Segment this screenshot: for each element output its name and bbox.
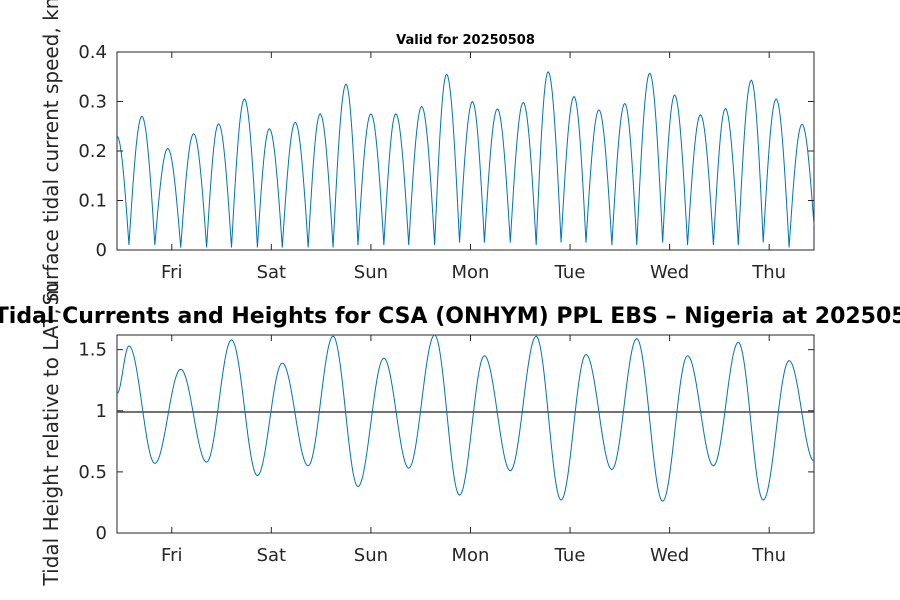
x-tick-label: Tue [554, 262, 586, 283]
x-tick-label: Fri [161, 545, 182, 566]
x-tick-label: Tue [554, 545, 586, 566]
x-tick-label: Fri [161, 262, 182, 283]
chart-title: Valid for 20250508 [396, 33, 535, 48]
x-tick-label: Sun [354, 262, 388, 283]
axes-box [116, 334, 815, 534]
x-tick-label: Mon [452, 545, 490, 566]
x-tick-label: Thu [751, 545, 786, 566]
y-tick-label: 0 [96, 240, 107, 261]
y-tick-label: 1 [96, 401, 107, 422]
x-tick-label: Mon [452, 262, 490, 283]
x-tick-label: Sat [257, 545, 287, 566]
x-tick-label: Thu [751, 262, 786, 283]
x-tick-label: Wed [650, 262, 689, 283]
chart-title: Tidal Currents and Heights for CSA (ONHY… [0, 304, 900, 329]
series-line [116, 70, 815, 248]
y-tick-label: 0.3 [78, 92, 107, 113]
current-speed-panel: 0 0.1 0.2 0.3 0.4 Fri Sat Sun Mon Tue Wed Thu Surfac… [39, 0, 815, 305]
x-tick-label: Sat [257, 262, 287, 283]
y-tick-label: 0.5 [78, 462, 107, 483]
y-tick-label: 0.2 [78, 141, 107, 162]
y-axis-label: Tidal Height relative to LAT, m [39, 283, 63, 587]
x-tick-label: Wed [650, 545, 689, 566]
y-tick-label: 1.5 [78, 340, 107, 361]
y-tick-label: 0.4 [78, 42, 107, 63]
y-tick-label: 0.1 [78, 191, 107, 212]
x-tick-label: Sun [354, 545, 388, 566]
tidal-height-panel: 0 0.5 1 1.5 Fri Sat Sun Mon Tue Wed Thu Tidal Heigh… [0, 283, 900, 587]
y-axis-label: Surface tidal current speed, kn [39, 0, 63, 305]
y-tick-label: 0 [96, 523, 107, 544]
series-line [116, 334, 815, 502]
